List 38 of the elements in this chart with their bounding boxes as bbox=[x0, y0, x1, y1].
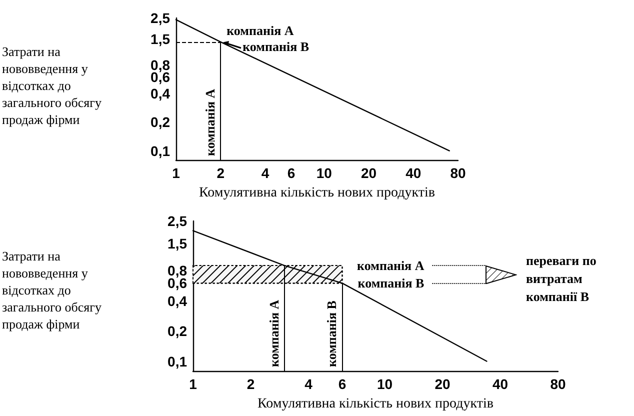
annotation: компанія А bbox=[226, 22, 294, 38]
y-tick-label: 0,1 bbox=[168, 353, 188, 370]
y-tick-label: 1,5 bbox=[150, 31, 170, 48]
x-tick-label: 6 bbox=[338, 376, 346, 392]
y-tick-label: 0,4 bbox=[168, 292, 188, 309]
ref-line-label: компанія А bbox=[266, 299, 282, 367]
x-tick-label: 10 bbox=[377, 376, 393, 392]
x-tick-label: 1 bbox=[172, 165, 180, 181]
x-tick-label: 1 bbox=[189, 376, 198, 392]
ref-line-label: компанія А bbox=[202, 88, 218, 156]
x-axis-title: Комулятивна кількість нових продуктів bbox=[199, 186, 436, 200]
annotation: переваги по витратам компанії В bbox=[526, 253, 596, 304]
y-tick-label: 2,5 bbox=[150, 10, 170, 26]
x-tick-label: 20 bbox=[434, 376, 451, 392]
y-tick-label: 2,5 bbox=[168, 213, 188, 229]
x-tick-label: 20 bbox=[361, 165, 377, 181]
x-tick-label: 40 bbox=[492, 376, 508, 392]
x-tick-label: 2 bbox=[216, 165, 225, 181]
x-tick-label: 10 bbox=[316, 165, 332, 181]
x-tick-label: 6 bbox=[287, 165, 296, 181]
y-tick-label: 0,1 bbox=[150, 142, 170, 159]
ref-line-label: компанія В bbox=[358, 276, 425, 291]
y-axis-title: Затрати на нововведення у відсотках до загального обсягу продаж фірми bbox=[2, 248, 102, 332]
x-tick-label: 2 bbox=[246, 376, 255, 392]
ref-line-label: компанія В bbox=[324, 300, 340, 367]
annotation: компанія В bbox=[242, 38, 310, 54]
x-axis-title: Комулятивна кількість нових продуктів bbox=[258, 396, 494, 412]
y-tick-label: 0,2 bbox=[150, 114, 170, 130]
x-tick-label: 4 bbox=[304, 376, 313, 392]
y-tick-label: 0,4 bbox=[150, 86, 170, 102]
ref-line-label: компанія А bbox=[357, 258, 425, 274]
y-axis-title: Затрати на нововведення у відсотках до загального обсягу продаж фірми bbox=[2, 44, 102, 128]
y-tick-label: 0,2 bbox=[168, 323, 188, 340]
x-tick-label: 4 bbox=[261, 165, 270, 181]
x-tick-label: 80 bbox=[550, 376, 566, 392]
y-tick-label: 1,5 bbox=[168, 235, 188, 252]
x-tick-label: 40 bbox=[406, 165, 422, 181]
x-tick-label: 80 bbox=[450, 165, 466, 181]
